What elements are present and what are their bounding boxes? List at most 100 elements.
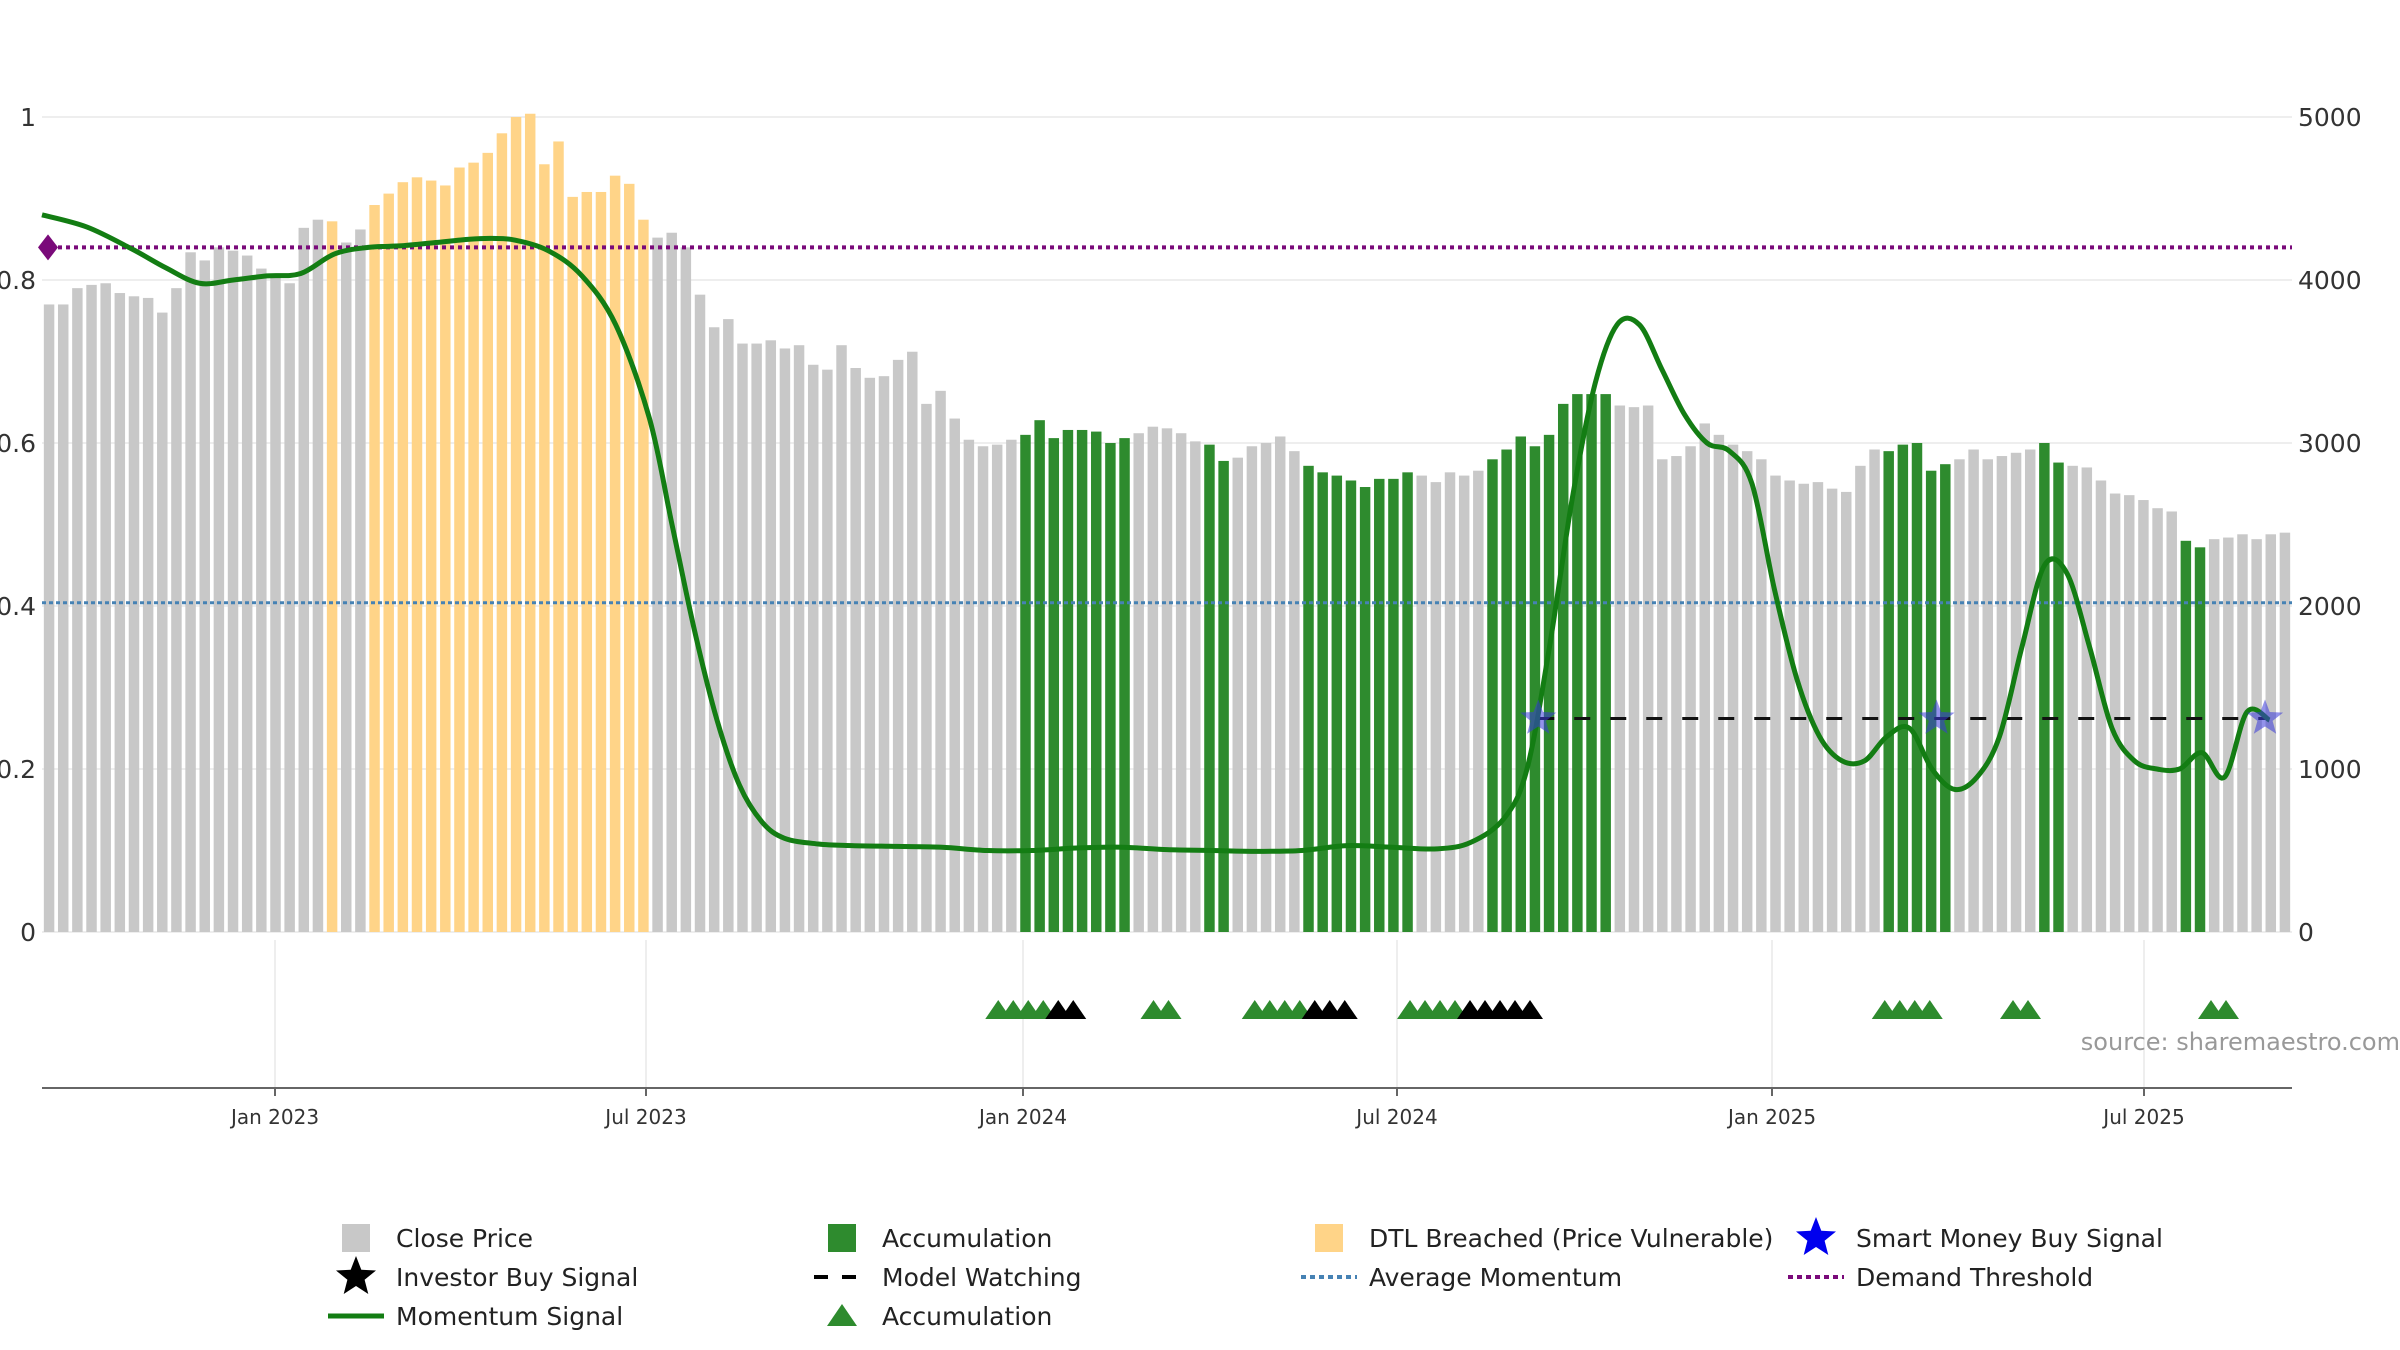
accumulation-bar — [1402, 472, 1413, 932]
close-price-bar — [652, 237, 663, 932]
dtl-bar — [440, 185, 451, 932]
accumulation-bar — [1572, 394, 1583, 933]
left-axis-tick: 0 — [20, 918, 36, 947]
axes: 0 0.2 0.4 0.6 0.8 1 0 1000 2000 3000 4000 5000 Jan 2… — [0, 103, 2362, 1129]
close-price-bar — [2208, 539, 2220, 932]
price-bars — [43, 113, 2291, 933]
legend-label: Smart Money Buy Signal — [1856, 1224, 2163, 1253]
dtl-bar — [468, 162, 479, 932]
close-price-bar — [157, 312, 168, 933]
close-price-bar — [100, 283, 111, 932]
close-price-bar — [2024, 449, 2036, 932]
close-price-bar — [1713, 434, 1725, 932]
accumulation-bar — [1218, 460, 1229, 932]
dtl-bar — [496, 133, 508, 933]
close-price-bar — [1628, 407, 1640, 932]
close-price-bar — [2166, 511, 2177, 932]
close-price-bar — [213, 247, 225, 932]
legend-label: Accumulation — [882, 1224, 1052, 1253]
right-axis-tick: 5000 — [2298, 103, 2362, 132]
x-axis-tick-label: Jan 2025 — [1726, 1105, 1816, 1129]
close-price-bar — [1784, 480, 1795, 932]
close-price-bar — [1289, 451, 1300, 932]
close-price-bar — [2067, 465, 2078, 932]
close-price-bar — [1982, 459, 1993, 932]
right-axis-tick: 3000 — [2298, 429, 2362, 458]
accumulation-triangle — [2015, 1000, 2041, 1019]
accumulation-bar — [2053, 462, 2064, 932]
accumulation-bar — [1076, 429, 1088, 932]
demand-threshold-marker — [38, 234, 58, 261]
close-price-bar — [935, 390, 946, 933]
close-price-bar — [355, 229, 366, 933]
close-price-bar — [2109, 493, 2121, 932]
close-price-bar — [2265, 534, 2277, 932]
close-price-bar — [864, 377, 876, 932]
legend-accumulation-swatch — [828, 1224, 856, 1252]
accumulation-bar — [1317, 472, 1328, 932]
close-price-bar — [921, 403, 932, 932]
close-price-bar — [1855, 465, 1866, 932]
accumulation-bar — [2039, 443, 2050, 932]
close-price-bar — [1473, 470, 1484, 932]
accumulation-bar — [1048, 438, 1060, 932]
left-axis-tick: 0.6 — [0, 429, 36, 458]
close-price-bar — [666, 232, 677, 933]
close-price-bar — [341, 242, 352, 932]
legend: Close Price Accumulation DTL Breached (Pri… — [328, 1217, 2163, 1331]
close-price-bar — [128, 296, 140, 932]
close-price-bar — [1657, 459, 1668, 932]
dtl-bar — [369, 205, 380, 932]
legend-close-swatch — [342, 1224, 370, 1252]
dtl-bar — [624, 183, 635, 932]
accumulation-bar — [1105, 443, 1116, 932]
dtl-bar — [397, 182, 409, 932]
close-price-bar — [2237, 534, 2248, 932]
close-price-bar — [1699, 423, 1710, 932]
close-price-bar — [57, 304, 69, 932]
dtl-bar — [326, 221, 338, 932]
close-price-bar — [751, 343, 762, 932]
close-price-bar — [1826, 488, 1838, 932]
close-price-bar — [1770, 475, 1781, 932]
close-price-bar — [991, 444, 1003, 932]
accumulation-bar — [1543, 434, 1555, 932]
close-price-bar — [270, 276, 281, 932]
accumulation-bar — [1119, 438, 1130, 932]
accumulation-bar — [1586, 394, 1597, 933]
source-credit: source: sharemaestro.com — [2081, 1028, 2400, 1056]
investor-triangle — [1060, 1000, 1087, 1019]
close-price-bar — [807, 364, 819, 932]
dtl-bar — [524, 113, 536, 933]
legend-label: Momentum Signal — [396, 1302, 623, 1331]
signal-markers — [1520, 699, 2284, 734]
right-axis-tick: 4000 — [2298, 266, 2362, 295]
legend-label: Demand Threshold — [1856, 1263, 2093, 1292]
close-price-bar — [1642, 405, 1654, 932]
legend-dtl-swatch — [1315, 1224, 1343, 1252]
close-price-bar — [2251, 539, 2262, 932]
close-price-bar — [708, 327, 720, 932]
accumulation-bar — [1515, 436, 1527, 932]
close-price-bar — [1274, 436, 1286, 932]
accumulation-bar — [2194, 547, 2206, 932]
close-price-bar — [1161, 428, 1173, 932]
dtl-bar — [581, 191, 593, 933]
close-price-bar — [1812, 482, 1824, 932]
close-price-bar — [963, 439, 975, 932]
close-price-bar — [284, 283, 295, 932]
right-axis-tick: 0 — [2298, 918, 2314, 947]
accumulation-bar — [1557, 403, 1569, 932]
close-price-bar — [694, 294, 706, 932]
close-price-bar — [977, 446, 989, 932]
smart-money-star — [1520, 699, 1557, 734]
legend-label: Investor Buy Signal — [396, 1263, 638, 1292]
left-axis-tick: 1 — [20, 103, 36, 132]
x-axis-tick-label: Jan 2024 — [977, 1105, 1067, 1129]
dtl-bar — [454, 167, 465, 932]
momentum-line — [41, 212, 2271, 854]
left-axis-tick: 0.2 — [0, 755, 36, 784]
close-price-bar — [1430, 482, 1442, 932]
close-price-bar — [949, 418, 960, 932]
close-price-bar — [878, 376, 890, 932]
